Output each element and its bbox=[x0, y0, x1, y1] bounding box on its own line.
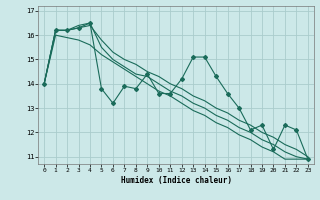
X-axis label: Humidex (Indice chaleur): Humidex (Indice chaleur) bbox=[121, 176, 231, 185]
